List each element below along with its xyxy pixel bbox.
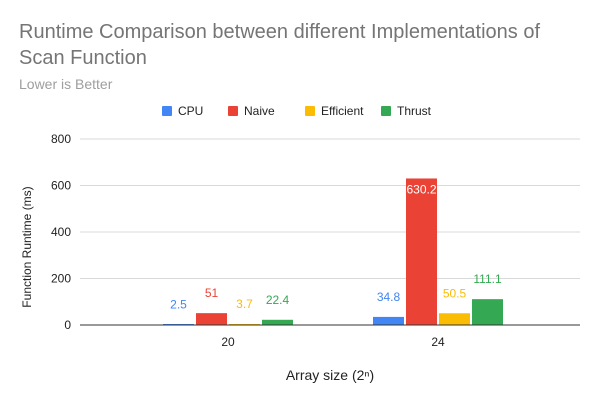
- data-label-cpu-20: 2.5: [170, 297, 187, 311]
- x-tick-label: 20: [221, 335, 235, 349]
- bar-thrust-24: [472, 299, 503, 325]
- legend-label-cpu: CPU: [178, 104, 203, 118]
- data-label-efficient-20: 3.7: [236, 297, 253, 311]
- chart-title-line1: Runtime Comparison between different Imp…: [19, 21, 540, 43]
- y-axis-title: Function Runtime (ms): [20, 186, 34, 307]
- bars: [163, 178, 503, 325]
- bar-naive-24: [406, 178, 437, 325]
- y-tick-label: 800: [51, 132, 71, 146]
- y-tick-label: 0: [64, 318, 71, 332]
- chart-title-line2: Scan Function: [19, 47, 147, 69]
- legend-label-naive: Naive: [244, 104, 275, 118]
- legend-swatch-thrust: [381, 106, 391, 116]
- legend-label-thrust: Thrust: [397, 104, 432, 118]
- data-label-thrust-20: 22.4: [266, 293, 290, 307]
- legend-swatch-cpu: [162, 106, 172, 116]
- data-label-thrust-24: 111.1: [473, 272, 502, 286]
- y-tick-label: 600: [51, 179, 71, 193]
- data-label-naive-24: 630.2: [406, 182, 436, 196]
- legend-swatch-efficient: [305, 106, 315, 116]
- chart-subtitle: Lower is Better: [19, 76, 113, 92]
- y-tick-label: 200: [51, 272, 71, 286]
- gridlines: [80, 138, 580, 279]
- x-axis-title: Array size (2ⁿ): [286, 367, 374, 383]
- y-axis-ticks: 0 200 400 600 800: [51, 132, 71, 332]
- legend: CPU Naive Efficient Thrust: [162, 104, 432, 118]
- data-labels: 2.5 51 3.7 22.4 34.8 630.2 50.5 111.1: [170, 182, 502, 311]
- bar-cpu-24: [373, 316, 404, 325]
- x-axis-ticks: 20 24: [221, 335, 445, 349]
- x-tick-label: 24: [431, 335, 445, 349]
- data-label-naive-20: 51: [205, 286, 219, 300]
- bar-thrust-20: [262, 319, 293, 325]
- legend-label-efficient: Efficient: [321, 104, 364, 118]
- bar-naive-20: [196, 313, 227, 325]
- data-label-cpu-24: 34.8: [377, 290, 401, 304]
- y-tick-label: 400: [51, 225, 71, 239]
- legend-swatch-naive: [228, 106, 238, 116]
- data-label-efficient-24: 50.5: [443, 286, 467, 300]
- bar-efficient-24: [439, 313, 470, 325]
